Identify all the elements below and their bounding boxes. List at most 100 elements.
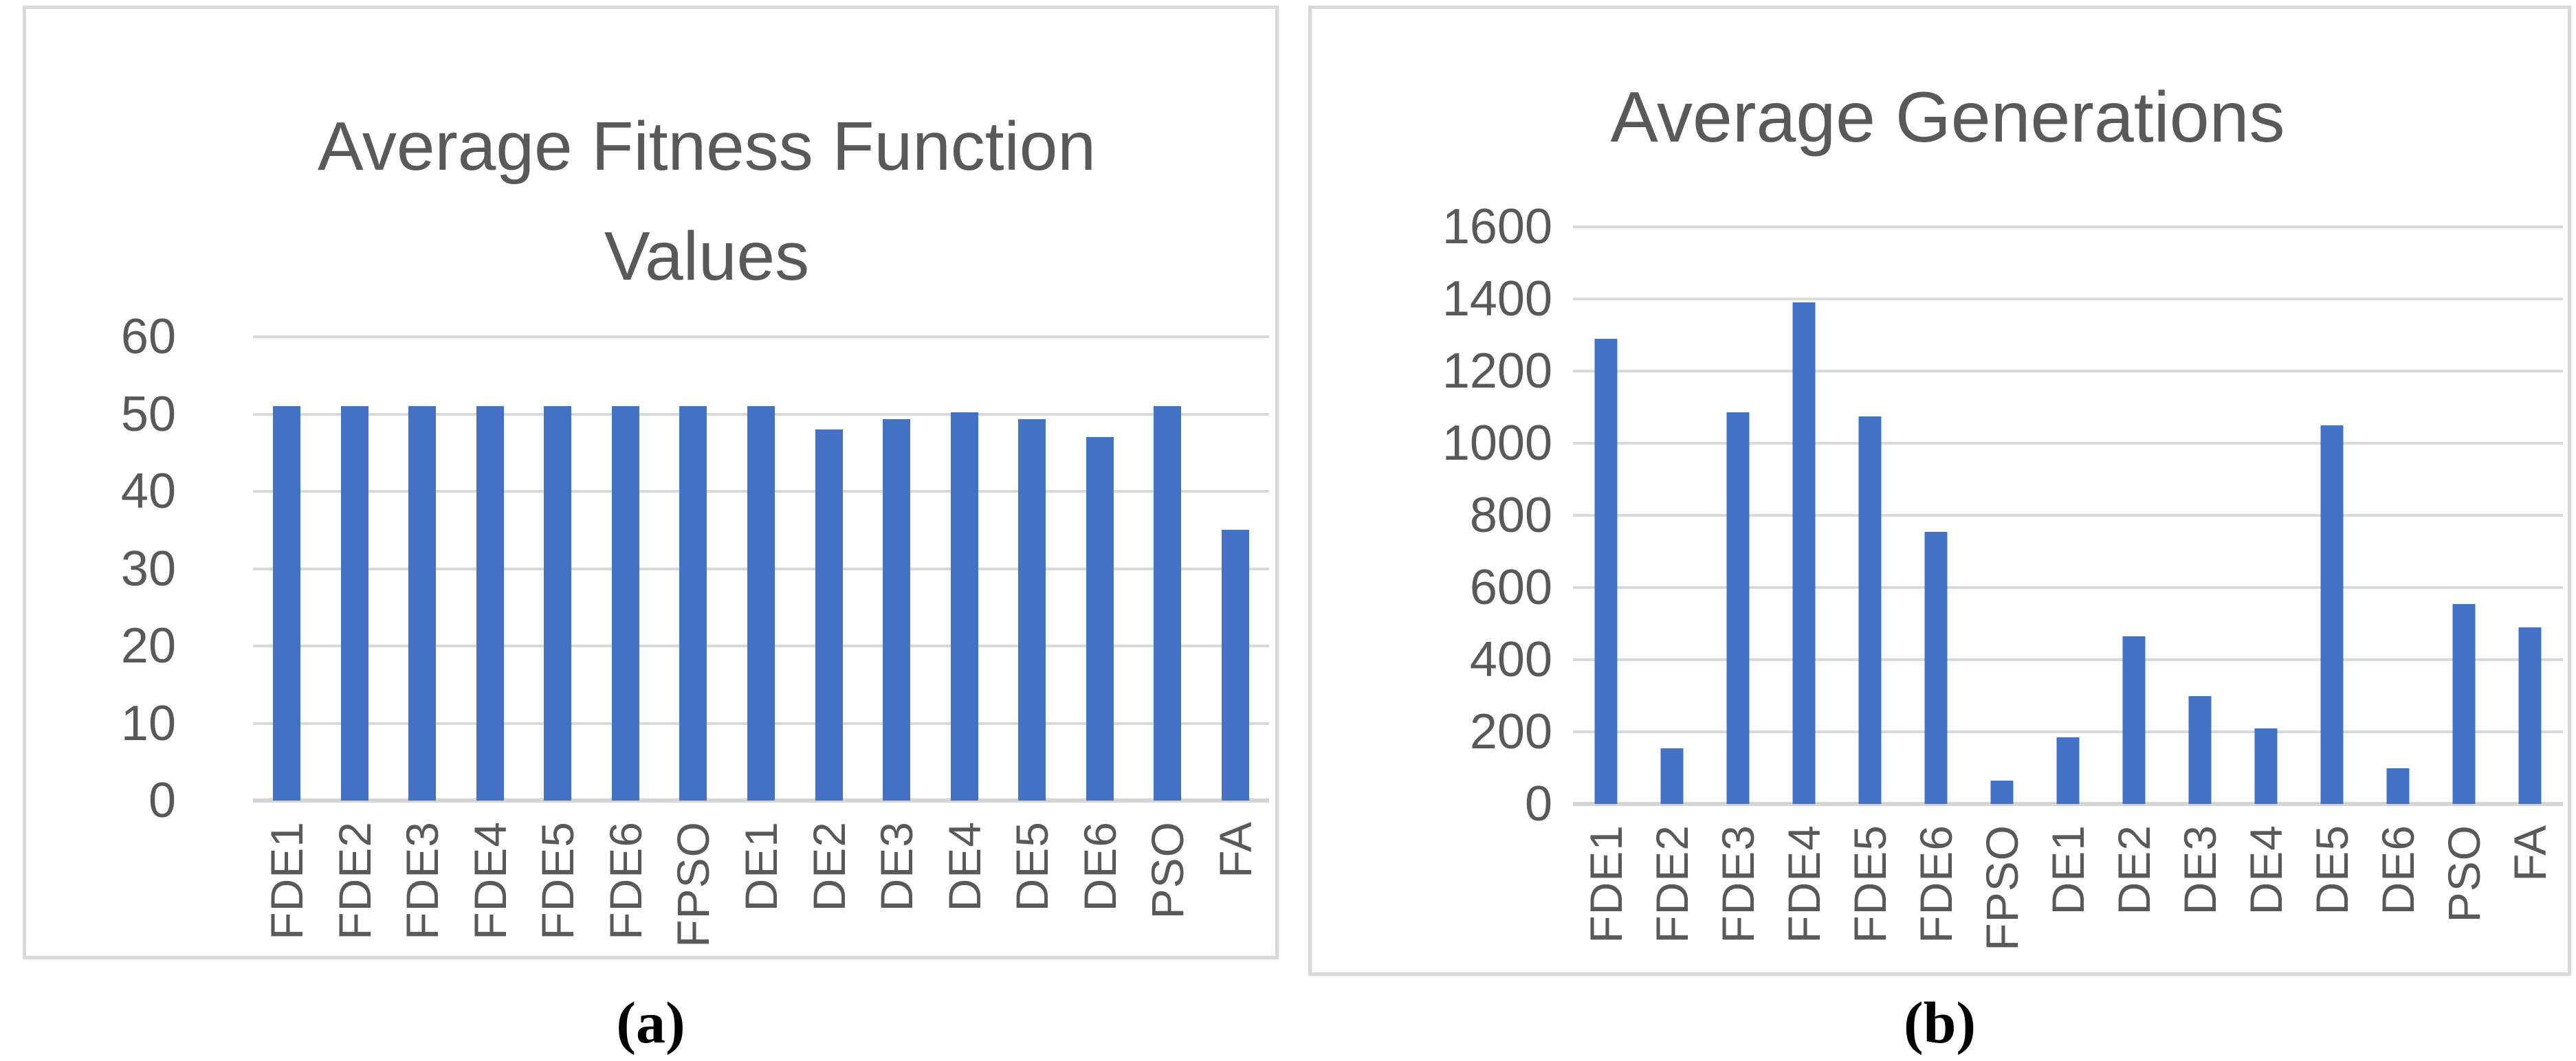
x-tick-label: FDE1 (1581, 825, 1631, 943)
x-tick-label: DE3 (2175, 825, 2225, 915)
bar-fde6 (1924, 531, 1948, 804)
gridline (1573, 298, 2563, 300)
plot-area (1573, 225, 2563, 806)
bar-fpso (679, 406, 707, 801)
bar-de1 (747, 406, 775, 801)
x-tick-label: DE3 (871, 821, 923, 912)
bar-de3 (883, 419, 911, 801)
y-tick-label: 60 (120, 309, 176, 364)
y-tick-label: 50 (120, 386, 176, 442)
gridline (1573, 225, 2563, 228)
y-tick-label: 40 (120, 464, 176, 519)
x-tick-label: PSO (1142, 821, 1193, 919)
x-tick-label: FDE5 (532, 821, 584, 940)
x-tick-label: FPSO (668, 821, 719, 948)
bar-de6 (1086, 437, 1114, 801)
y-tick-label: 600 (1469, 560, 1552, 615)
bar-fde1 (273, 406, 301, 801)
x-tick-label: DE6 (2373, 825, 2423, 915)
y-axis: 0 10 20 30 40 50 60 (26, 309, 253, 828)
x-tick-label: FDE4 (464, 821, 516, 940)
bar-fde4 (476, 406, 504, 801)
x-axis-line (1573, 802, 2563, 806)
plot-area (253, 335, 1269, 803)
bar-fa (1221, 530, 1249, 801)
x-tick-label: FDE6 (1911, 825, 1961, 943)
y-tick-label: 1400 (1442, 271, 1552, 326)
x-tick-label: FDE1 (261, 821, 313, 940)
bar-fde2 (1660, 748, 1684, 804)
bar-de6 (2386, 768, 2410, 804)
gridline (1573, 514, 2563, 517)
bar-fde3 (408, 406, 437, 801)
gridline (1573, 586, 2563, 589)
y-tick-label: 20 (120, 618, 176, 673)
y-tick-label: 200 (1469, 704, 1552, 759)
bar-fde5 (544, 406, 572, 801)
bar-fde6 (611, 406, 639, 801)
x-tick-label: FA (2505, 825, 2555, 882)
chart-title: Average Generations (1429, 69, 2467, 166)
bar-de2 (2122, 636, 2146, 804)
y-tick-label: 1000 (1442, 416, 1552, 471)
gridline (1573, 442, 2563, 445)
y-tick-label: 30 (120, 541, 176, 596)
bar-fa (2518, 627, 2542, 804)
bar-de5 (2320, 425, 2344, 804)
x-tick-label: DE4 (2241, 825, 2291, 915)
bar-fde1 (1594, 338, 1618, 804)
x-tick-label: FDE2 (329, 821, 380, 940)
bar-de2 (815, 429, 843, 801)
y-tick-label: 800 (1469, 488, 1552, 543)
chart-panel-a: Average Fitness Function Values 0 10 20 30 40… (23, 5, 1279, 959)
y-tick-label: 10 (120, 695, 176, 751)
x-tick-label: FDE3 (397, 821, 448, 940)
x-tick-label: FDE4 (1779, 825, 1829, 943)
x-tick-label: FPSO (1977, 825, 2027, 951)
x-tick-label: FDE6 (599, 821, 651, 940)
gridline (1573, 658, 2563, 661)
bar-de3 (2188, 695, 2212, 804)
x-tick-label: DE2 (803, 821, 855, 912)
x-tick-label: DE4 (938, 821, 990, 912)
bar-pso (1154, 406, 1182, 801)
chart-title-line: Values (604, 218, 810, 295)
bar-de4 (950, 412, 978, 801)
bar-fde5 (1858, 416, 1882, 804)
x-tick-label: DE1 (2043, 825, 2093, 915)
bar-fpso (1990, 780, 2014, 804)
chart-title: Average Fitness Function Values (232, 91, 1181, 311)
chart-panel-b: Average Generations 0 200 400 600 800 1000 120… (1308, 5, 2571, 976)
x-tick-label: DE5 (2307, 825, 2357, 915)
x-tick-label: FA (1209, 821, 1261, 878)
gridline (253, 335, 1269, 338)
chart-title-line: Average Generations (1610, 78, 2285, 157)
y-tick-label: 400 (1469, 632, 1552, 687)
y-axis: 0 200 400 600 800 1000 1200 1400 1600 (1312, 199, 1573, 831)
x-axis: FDE1 FDE2 FDE3 FDE4 FDE5 FDE6 FPSO DE1 DE2 DE3 DE4… (1573, 825, 2563, 976)
bar-de5 (1018, 419, 1046, 801)
caption-b: (b) (1903, 990, 1977, 1056)
x-tick-label: FDE2 (1647, 825, 1697, 943)
x-tick-label: DE5 (1006, 821, 1058, 912)
y-tick-label: 1600 (1442, 199, 1552, 254)
x-axis: FDE1 FDE2 FDE3 FDE4 FDE5 FDE6 FPSO DE1 DE2 DE3 DE4… (253, 821, 1269, 965)
bar-fde2 (340, 406, 368, 801)
bar-de1 (2056, 737, 2080, 804)
bar-fde4 (1792, 302, 1816, 804)
x-axis-line (253, 798, 1269, 803)
gridline (1573, 730, 2563, 733)
bar-de4 (2254, 728, 2278, 804)
x-tick-label: DE6 (1074, 821, 1125, 912)
x-tick-label: PSO (2439, 825, 2489, 923)
y-tick-label: 0 (148, 773, 176, 828)
bar-pso (2452, 603, 2476, 804)
y-tick-label: 0 (1524, 777, 1552, 831)
x-tick-label: DE1 (736, 821, 786, 912)
x-tick-label: FDE5 (1845, 825, 1895, 943)
gridline (1573, 370, 2563, 372)
y-tick-label: 1200 (1442, 344, 1552, 399)
x-tick-label: FDE3 (1713, 825, 1763, 943)
x-tick-label: DE2 (2109, 825, 2159, 915)
